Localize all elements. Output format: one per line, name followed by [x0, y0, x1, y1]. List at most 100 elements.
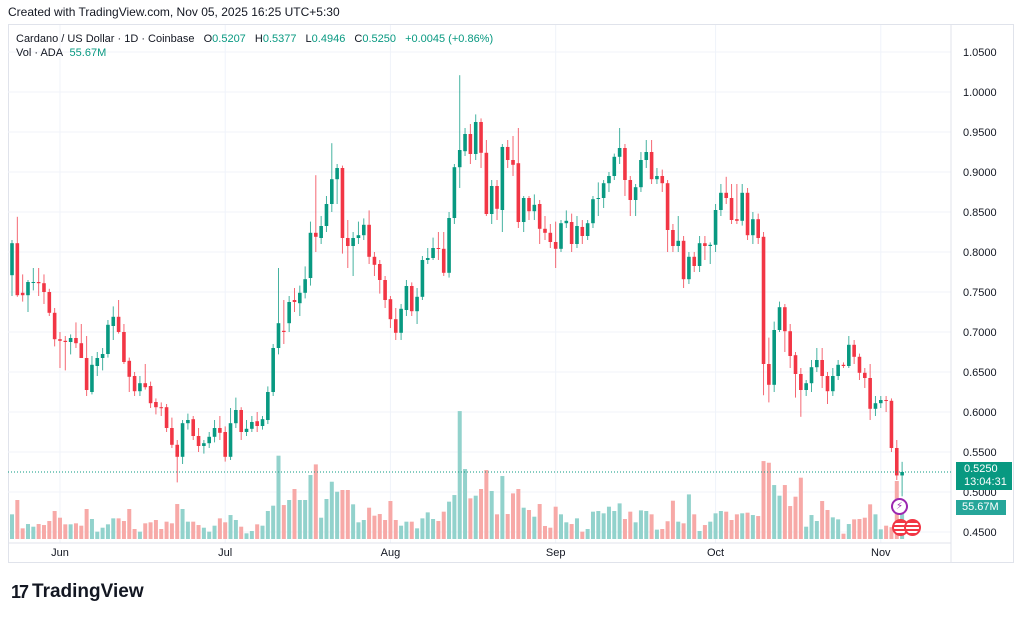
volume-bar — [596, 511, 601, 539]
volume-bar — [201, 527, 206, 539]
price-tick-label: 0.4500 — [963, 527, 997, 539]
candle-body — [900, 472, 904, 476]
volume-label[interactable]: Vol · ADA — [16, 47, 63, 59]
volume-bar — [116, 518, 121, 539]
price-tick-label: 0.6500 — [963, 367, 997, 379]
candles — [10, 75, 904, 497]
volume-bar — [10, 514, 14, 539]
candle-body — [527, 198, 531, 212]
candle-body — [761, 236, 766, 364]
volume-bar — [772, 485, 777, 539]
candle-body — [330, 179, 334, 204]
volume-bar — [351, 504, 356, 539]
time-tick-label: Jul — [218, 547, 232, 559]
us-flag-icon[interactable] — [904, 519, 921, 536]
candle-body — [36, 282, 41, 284]
volume-bar — [111, 518, 116, 539]
candle-body — [250, 422, 254, 429]
candle-body — [863, 372, 867, 378]
candle-body — [543, 228, 547, 233]
volume-bar — [878, 529, 883, 539]
volume-bar — [303, 500, 308, 539]
volume-bar — [164, 521, 169, 539]
volume-bar — [516, 489, 521, 539]
candle-body — [740, 192, 745, 221]
volume-bar — [505, 514, 510, 539]
volume-bar — [564, 522, 569, 539]
candle-body — [767, 364, 771, 385]
candle-body — [596, 198, 601, 199]
candle-body — [100, 354, 105, 358]
volume-bar — [143, 523, 148, 539]
candle-body — [676, 240, 681, 246]
candle-body — [719, 192, 723, 210]
candle-body — [90, 364, 94, 392]
lightning-icon[interactable]: ⚡ — [891, 498, 908, 515]
volume-bar — [36, 524, 41, 539]
bar-countdown: 13:04:31 — [964, 476, 1007, 488]
volume-bar — [100, 527, 105, 539]
symbol-title[interactable]: Cardano / US Dollar · 1D · Coinbase — [16, 33, 195, 45]
time-tick-label: Jun — [51, 547, 69, 559]
volume-bar — [95, 531, 100, 539]
candle-body — [585, 223, 590, 236]
volume-bar — [500, 476, 505, 539]
candle-body — [159, 407, 164, 409]
tradingview-logo[interactable]: 17 TradingView — [11, 581, 144, 603]
volume-bar — [628, 511, 633, 539]
price-tick-label: 0.6000 — [963, 407, 997, 419]
volume-bar — [89, 519, 94, 539]
volume-bar — [793, 496, 798, 539]
candle-body — [260, 419, 265, 426]
candle-body — [95, 358, 100, 366]
volume-bar — [654, 529, 659, 539]
candle-body — [548, 232, 553, 242]
volume-bar — [830, 517, 835, 539]
volume-bar — [313, 464, 318, 539]
volume-bar — [511, 493, 516, 539]
candle-body — [553, 242, 558, 249]
candle-body — [479, 122, 483, 153]
candle-body — [319, 226, 323, 238]
volume-bar — [649, 514, 654, 539]
candle-body — [431, 248, 435, 258]
volume-bar — [84, 509, 89, 539]
volume-bar — [249, 531, 254, 539]
volume-bar — [287, 500, 292, 539]
candle-body — [239, 410, 243, 432]
volume-bar — [681, 523, 686, 539]
candle-body — [228, 423, 233, 457]
volume-bar — [489, 491, 494, 539]
open-value: 0.5207 — [212, 33, 246, 45]
candle-body — [409, 286, 414, 312]
candle-body — [106, 324, 110, 354]
volume-bar — [532, 516, 537, 539]
price-tick-label: 0.5000 — [963, 487, 997, 499]
high-label: H — [254, 33, 263, 45]
ohlc-row: Cardano / US Dollar · 1D · Coinbase O0.5… — [16, 32, 493, 46]
candle-body — [276, 323, 281, 348]
volume-bar — [590, 511, 595, 539]
time-tick-label: Aug — [381, 547, 401, 559]
candle-body — [47, 292, 52, 313]
volume-bar — [239, 526, 244, 539]
candle-body — [324, 204, 329, 226]
chart-frame — [8, 24, 1014, 563]
volume-bar — [73, 523, 78, 539]
price-tick-label: 0.7000 — [963, 327, 997, 339]
candle-body — [815, 360, 819, 368]
volume-bar — [63, 524, 68, 539]
candle-body — [852, 344, 856, 357]
candle-body — [282, 330, 286, 332]
volume-bar — [356, 522, 361, 539]
volume-value: 55.67M — [69, 47, 107, 59]
candle-body — [569, 222, 574, 244]
candle-body — [154, 402, 158, 408]
volume-bar — [233, 520, 238, 539]
volume-bar — [601, 513, 606, 539]
volume-bar — [415, 528, 420, 539]
volume-bar — [782, 485, 787, 539]
candle-body — [287, 302, 291, 324]
volume-bar — [543, 525, 547, 539]
